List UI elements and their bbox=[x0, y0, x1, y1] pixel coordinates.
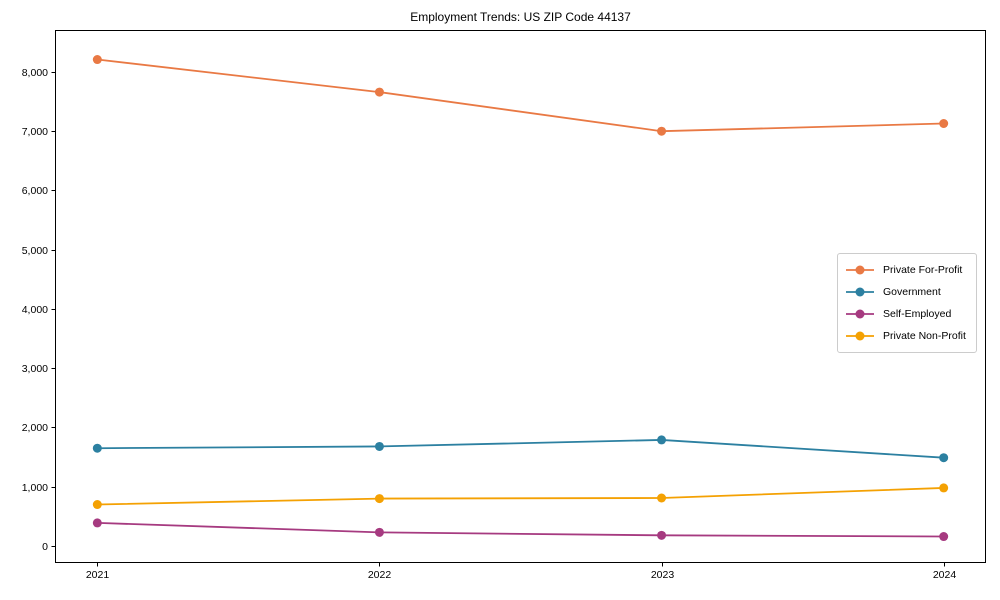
data-point-self-employed bbox=[92, 518, 102, 528]
series-line-self-employed bbox=[97, 521, 944, 538]
data-point-private-for-profit bbox=[92, 55, 102, 65]
y-tick-label: 8,000 bbox=[22, 67, 48, 79]
data-point-self-employed bbox=[657, 530, 667, 540]
data-point-private-non-profit bbox=[92, 500, 102, 510]
y-tick-label: 3,000 bbox=[22, 363, 48, 375]
chart-title: Employment Trends: US ZIP Code 44137 bbox=[410, 10, 631, 24]
series-line-private-for-profit bbox=[97, 58, 944, 133]
y-tick-label: 4,000 bbox=[22, 304, 48, 316]
legend-label: Private For-Profit bbox=[883, 264, 963, 276]
legend: Private For-Profit Government Self-Emplo… bbox=[837, 253, 977, 353]
data-point-government bbox=[657, 435, 667, 445]
legend-label: Government bbox=[883, 286, 941, 298]
legend-item-government: Government bbox=[845, 281, 966, 303]
data-point-private-non-profit bbox=[657, 493, 667, 503]
data-point-private-non-profit bbox=[374, 494, 384, 504]
data-point-private-for-profit bbox=[374, 87, 384, 97]
y-tick-label: 5,000 bbox=[22, 245, 48, 257]
data-point-private-for-profit bbox=[657, 126, 667, 136]
data-point-government bbox=[92, 443, 102, 453]
legend-label: Private Non-Profit bbox=[883, 330, 966, 342]
x-tick-label: 2022 bbox=[368, 569, 392, 581]
data-point-private-for-profit bbox=[939, 119, 949, 129]
x-tick-label: 2024 bbox=[933, 569, 957, 581]
y-tick-label: 1,000 bbox=[22, 482, 48, 494]
y-tick-label: 0 bbox=[42, 541, 48, 553]
x-tick-label: 2021 bbox=[86, 569, 110, 581]
data-point-government bbox=[374, 441, 384, 451]
line-marker-icon bbox=[845, 264, 875, 276]
line-marker-icon bbox=[845, 286, 875, 298]
line-marker-icon bbox=[845, 308, 875, 320]
series-line-government bbox=[97, 439, 944, 459]
y-tick-label: 6,000 bbox=[22, 185, 48, 197]
data-point-government bbox=[939, 453, 949, 463]
y-tick-label: 2,000 bbox=[22, 422, 48, 434]
y-tick-label: 7,000 bbox=[22, 126, 48, 138]
x-tick-label: 2023 bbox=[651, 569, 675, 581]
data-point-self-employed bbox=[374, 527, 384, 537]
data-point-private-non-profit bbox=[939, 483, 949, 493]
legend-item-private-for-profit: Private For-Profit bbox=[845, 259, 966, 281]
series-line-private-non-profit bbox=[97, 487, 944, 506]
legend-label: Self-Employed bbox=[883, 308, 952, 320]
plot-frame bbox=[55, 30, 986, 563]
legend-item-self-employed: Self-Employed bbox=[845, 303, 966, 325]
data-point-self-employed bbox=[939, 532, 949, 542]
line-marker-icon bbox=[845, 330, 875, 342]
legend-item-private-non-profit: Private Non-Profit bbox=[845, 325, 966, 347]
